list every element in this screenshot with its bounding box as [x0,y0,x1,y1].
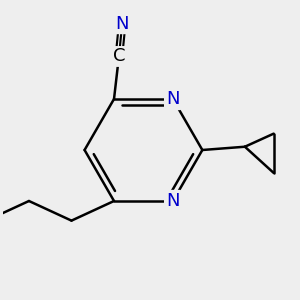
Text: N: N [166,90,180,108]
Text: C: C [113,47,125,65]
Text: N: N [166,192,180,210]
Text: N: N [116,15,129,33]
